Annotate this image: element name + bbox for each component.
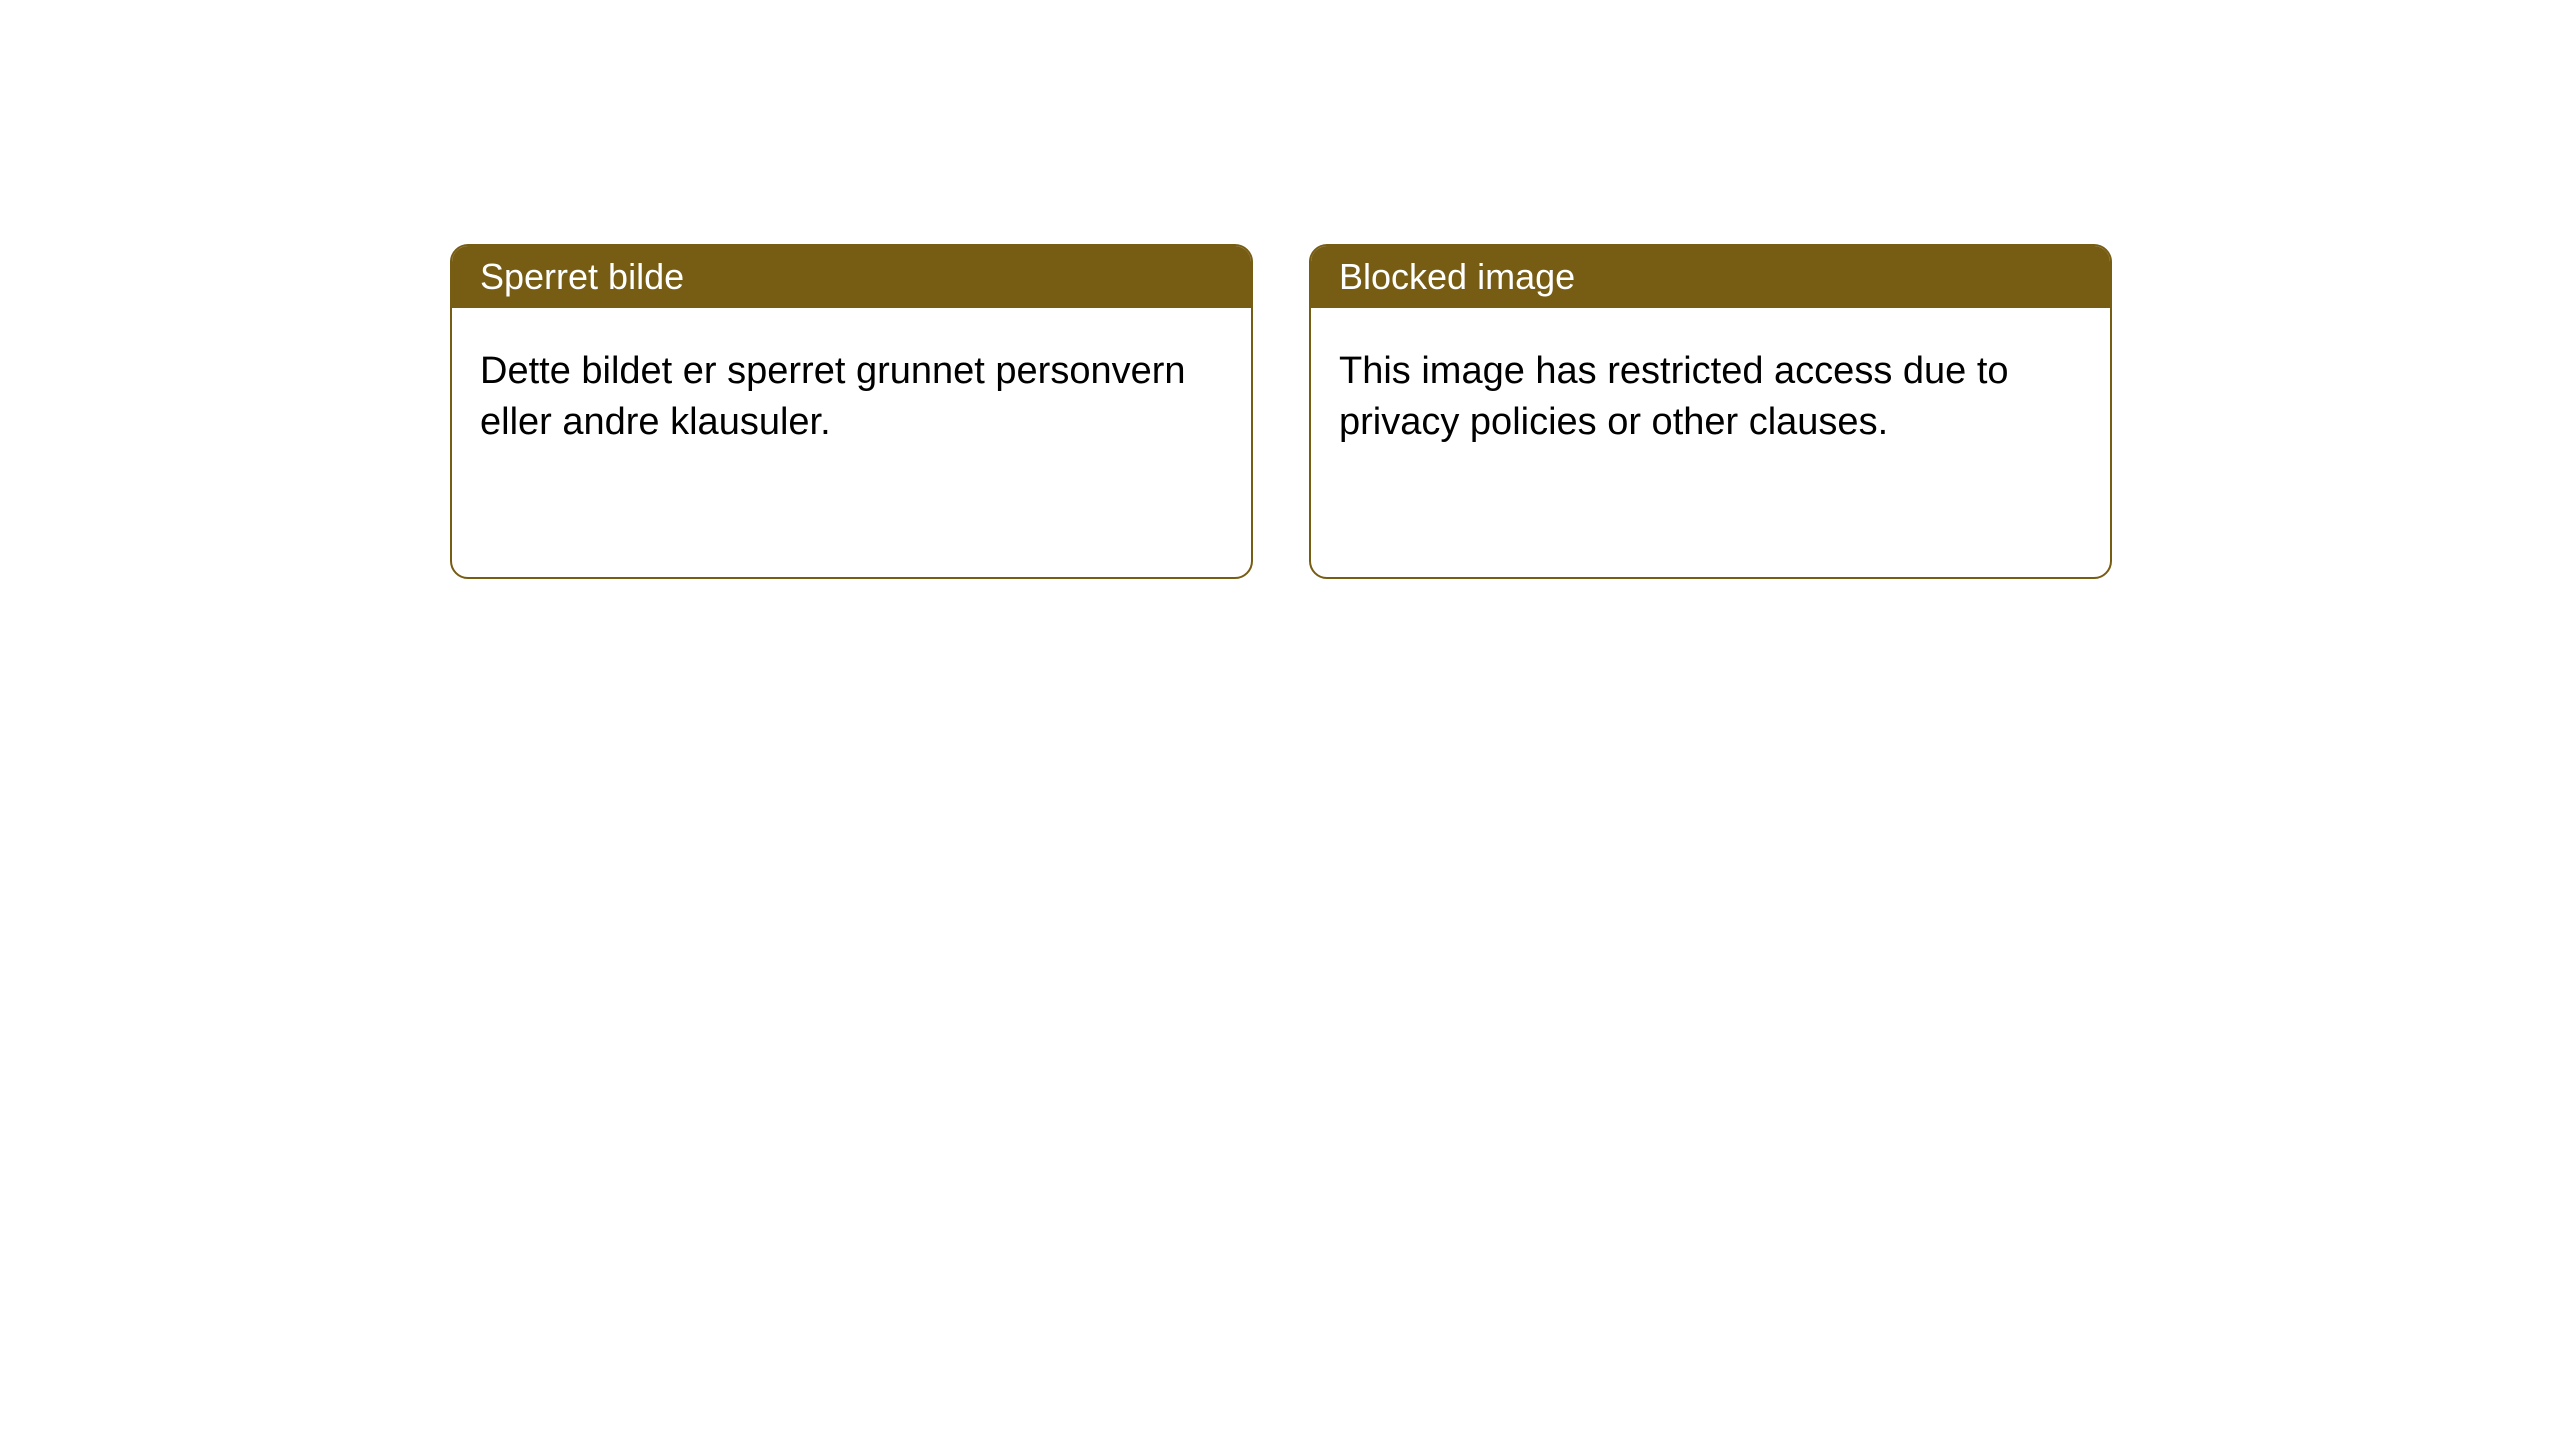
- card-body: Dette bildet er sperret grunnet personve…: [452, 308, 1251, 477]
- card-title: Blocked image: [1339, 256, 1575, 297]
- card-header: Blocked image: [1311, 246, 2110, 308]
- card-title: Sperret bilde: [480, 256, 684, 297]
- card-header: Sperret bilde: [452, 246, 1251, 308]
- card-row: Sperret bilde Dette bildet er sperret gr…: [0, 0, 2560, 579]
- card-blocked-image-no: Sperret bilde Dette bildet er sperret gr…: [450, 244, 1253, 579]
- card-body-text: This image has restricted access due to …: [1339, 350, 2009, 443]
- card-body-text: Dette bildet er sperret grunnet personve…: [480, 350, 1186, 443]
- card-blocked-image-en: Blocked image This image has restricted …: [1309, 244, 2112, 579]
- card-body: This image has restricted access due to …: [1311, 308, 2110, 477]
